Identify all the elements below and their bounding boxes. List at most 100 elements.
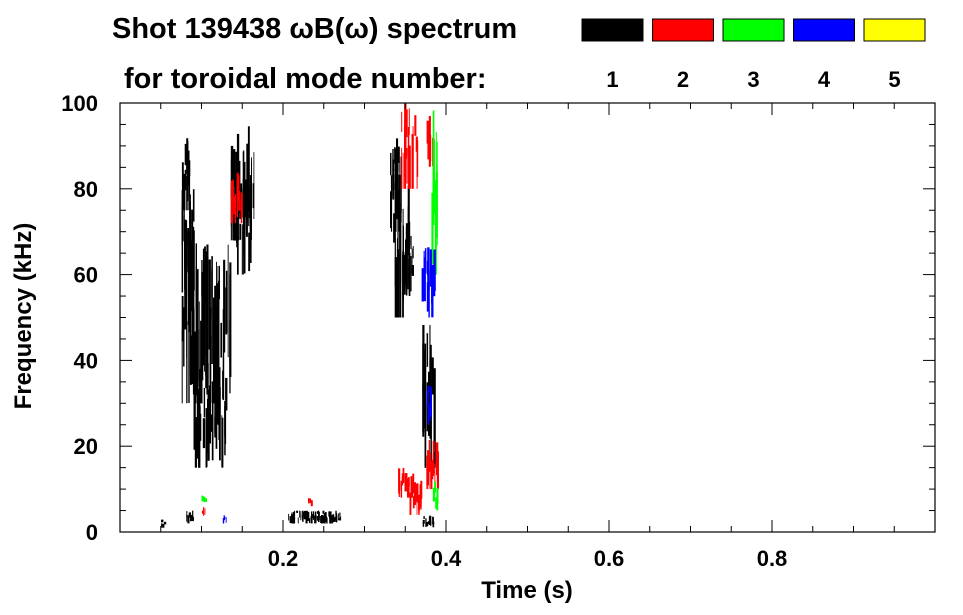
spectrum-streak [433,368,436,468]
spectrum-streak [192,510,194,517]
region-mode-2-0 [401,103,419,189]
y-tick-label: 80 [74,177,98,202]
spectrum-streak [405,254,408,295]
spectrum-streak [426,333,429,367]
region-mode-4-2 [222,515,227,524]
spectrum-streak [403,255,406,295]
spectrum-streak [408,259,410,285]
spectrum-streak [161,520,163,522]
spectrum-streak [234,193,236,224]
spectrum-streak [412,246,414,259]
region-mode-2-7 [308,498,313,507]
legend-swatch-mode-2 [652,18,714,42]
spectrum-streak [288,513,290,521]
spectrum-streak [234,216,236,239]
spectrum-streak [214,337,217,402]
spectrum-streak [335,510,337,514]
spectrum-streak [401,111,403,133]
spectrum-streak [314,515,316,524]
spectrum-streak [432,184,436,214]
spectrum-streak [194,417,197,468]
spectrum-streak [248,197,250,227]
spectrum-streak [430,453,432,463]
spectrum-streak [322,510,325,514]
spectrum-streak [194,331,197,404]
region-mode-1-2 [181,241,232,404]
spectrum-streak [323,516,325,523]
spectrum-streak [203,496,206,499]
spectrum-streak [239,160,241,209]
spectrum-streak [396,162,398,220]
spectrum-streak [403,267,405,291]
spectrum-streak [429,515,431,523]
spectrum-streak [409,151,411,189]
x-axis-label: Time (s) [481,577,573,604]
spectrum-streak [406,109,408,138]
spectrum-streak [297,517,299,524]
spectrum-streak [162,523,165,528]
spectrum-streak [204,508,206,515]
spectrum-streak [250,199,252,234]
spectrum-streak [423,516,425,519]
spectrum-streak [291,512,293,518]
spectrum-streak [428,517,430,525]
spectrum-streak [310,501,313,507]
spectrum-streak [431,264,434,318]
spectrum-streak [243,150,245,185]
spectrum-streak [201,496,204,502]
series-mode-3 [201,110,439,511]
spectrum-streak [339,512,341,517]
spectrum-streak [209,307,212,384]
spectrum-streak [406,148,408,184]
spectrum-streak [428,115,431,167]
spectrum-streak [237,237,239,275]
spectrum-streak [241,192,243,218]
spectrum-streak [186,287,188,359]
spectrum-streak [427,121,430,160]
spectrum-streak [293,511,295,516]
spectrum-streak [394,226,396,287]
spectrum-streak [191,291,194,385]
spectrum-streak [394,148,397,171]
spectrum-streak [402,208,404,277]
spectrum-streak [409,493,412,515]
spectrum-streak [407,185,410,242]
spectrum-streak [217,298,220,379]
spectrum-streak [293,513,295,522]
spectrum-streak [433,249,436,292]
spectrum-streak [289,516,292,524]
spectrum-streak [416,497,418,515]
spectrum-streak [390,175,393,232]
spectrum-streak [430,404,432,468]
spectrum-streak [246,143,249,213]
region-mode-4-1 [426,385,432,425]
spectrum-streak [403,253,405,281]
spectrum-streak [339,516,342,521]
spectrum-streak [422,520,425,524]
spectrum-streak [396,138,399,187]
spectrum-streak [192,274,195,341]
spectrum-streak [418,496,421,510]
spectrum-streak [236,133,240,199]
spectrum-streak [237,175,240,193]
legend-swatch-mode-3 [722,18,785,42]
spectrum-streak [329,516,332,524]
spectrum-streak [205,498,207,502]
spectrum-streak [322,515,324,522]
spectrum-streak [299,510,300,518]
spectrum-streak [245,213,248,237]
region-mode-3-0 [431,110,438,275]
spectrum-streak [416,495,419,503]
spectrum-streak [309,498,312,503]
spectrum-streak [425,522,429,527]
region-mode-1-8 [402,235,414,297]
chart-title-line1: Shot 139438 ωB(ω) spectrum [112,13,517,45]
spectrum-streak [434,463,436,490]
spectrum-streak [426,390,429,400]
spectrum-streak [394,191,397,232]
x-tick-label: 0.4 [431,546,462,571]
axis-ticks: 0.2 0.4 0.6 0.8 0 20 40 60 80 100 [61,91,935,571]
region-mode-4-0 [421,247,436,318]
spectrum-streak [413,484,415,495]
spectrum-streak [428,440,430,472]
